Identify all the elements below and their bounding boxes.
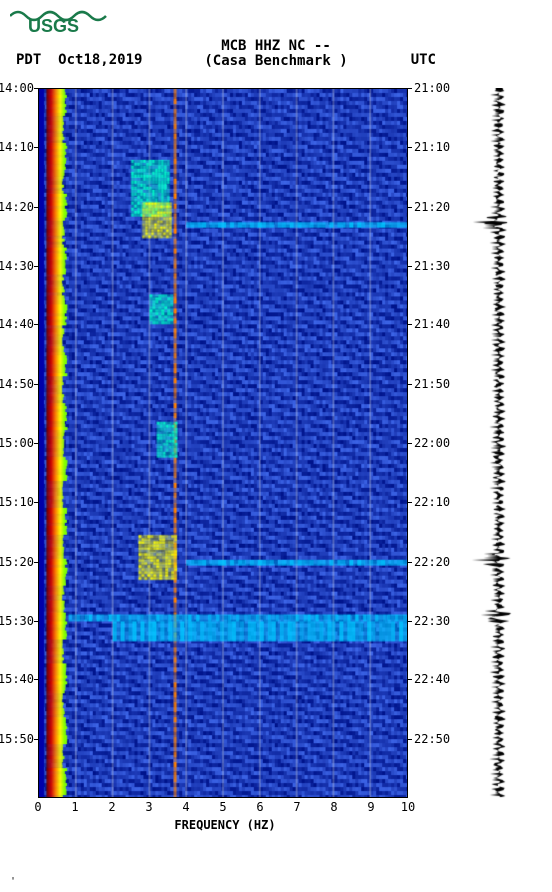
pdt-time-tick: 15:30: [0, 614, 34, 628]
utc-time-tick: 22:40: [414, 672, 450, 686]
pdt-time-tick: 14:10: [0, 140, 34, 154]
freq-tick: 0: [34, 800, 41, 814]
utc-time-tick: 22:30: [414, 614, 450, 628]
pdt-time-tick: 14:30: [0, 259, 34, 273]
utc-time-tick: 21:10: [414, 140, 450, 154]
pdt-time-tick: 15:40: [0, 672, 34, 686]
pdt-time-tick: 15:00: [0, 436, 34, 450]
seismogram-trace: [462, 88, 540, 798]
utc-time-tick: 22:50: [414, 732, 450, 746]
utc-time-tick: 21:20: [414, 200, 450, 214]
spectrogram-plot: [38, 88, 408, 798]
freq-tick: 10: [401, 800, 415, 814]
utc-time-tick: 22:10: [414, 495, 450, 509]
svg-text:USGS: USGS: [28, 16, 79, 34]
freq-tick: 5: [219, 800, 226, 814]
pdt-time-tick: 15:10: [0, 495, 34, 509]
freq-tick: 7: [293, 800, 300, 814]
pdt-time-tick: 14:00: [0, 81, 34, 95]
pdt-time-tick: 14:20: [0, 200, 34, 214]
footer-mark: ': [10, 876, 16, 887]
utc-label: UTC: [411, 52, 436, 68]
station-name: (Casa Benchmark ): [204, 53, 347, 69]
freq-tick: 3: [145, 800, 152, 814]
freq-tick: 4: [182, 800, 189, 814]
freq-tick: 8: [330, 800, 337, 814]
pdt-time-tick: 15:50: [0, 732, 34, 746]
utc-time-tick: 21:30: [414, 259, 450, 273]
pdt-text: PDT: [16, 52, 41, 68]
x-axis-label: FREQUENCY (HZ): [0, 818, 450, 832]
pdt-date-label: PDT Oct18,2019: [16, 52, 142, 68]
pdt-time-tick: 14:50: [0, 377, 34, 391]
freq-tick: 1: [71, 800, 78, 814]
date-text: Oct18,2019: [58, 52, 142, 68]
usgs-logo: USGS: [10, 6, 110, 39]
pdt-time-tick: 15:20: [0, 555, 34, 569]
freq-tick: 9: [367, 800, 374, 814]
pdt-time-tick: 14:40: [0, 317, 34, 331]
utc-time-tick: 21:50: [414, 377, 450, 391]
utc-time-tick: 21:00: [414, 81, 450, 95]
utc-time-tick: 22:20: [414, 555, 450, 569]
utc-time-tick: 22:00: [414, 436, 450, 450]
freq-tick: 2: [108, 800, 115, 814]
usgs-logo-svg: USGS: [10, 6, 110, 34]
freq-tick: 6: [256, 800, 263, 814]
utc-time-tick: 21:40: [414, 317, 450, 331]
